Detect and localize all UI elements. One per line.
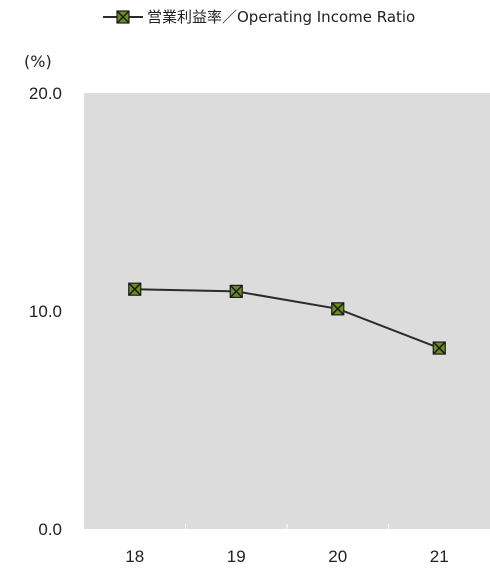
y-tick-label: 20.0 — [29, 84, 62, 103]
data-point — [331, 302, 345, 316]
y-axis-labels: 0.0 10.0 20.0 — [29, 84, 62, 539]
data-point — [128, 282, 142, 296]
data-point — [229, 284, 243, 298]
data-point — [432, 341, 446, 355]
legend-label: 営業利益率／Operating Income Ratio — [147, 8, 415, 26]
y-tick-label: 10.0 — [29, 302, 62, 321]
series-layer — [128, 282, 446, 355]
y-unit-label: (%) — [24, 52, 52, 71]
legend-marker-symbol — [116, 10, 130, 24]
x-axis-labels: 18 19 20 21 — [125, 547, 448, 566]
legend: 営業利益率／Operating Income Ratio — [103, 8, 415, 26]
legend-marker — [116, 10, 130, 24]
x-tick-label: 18 — [125, 547, 144, 566]
x-tick-label: 21 — [430, 547, 449, 566]
series-line — [134, 288, 440, 349]
x-tick-label: 19 — [227, 547, 246, 566]
y-tick-label: 0.0 — [38, 520, 62, 539]
x-tick-label: 20 — [328, 547, 347, 566]
plot-area — [84, 93, 490, 529]
x-tick-marks — [185, 524, 389, 529]
